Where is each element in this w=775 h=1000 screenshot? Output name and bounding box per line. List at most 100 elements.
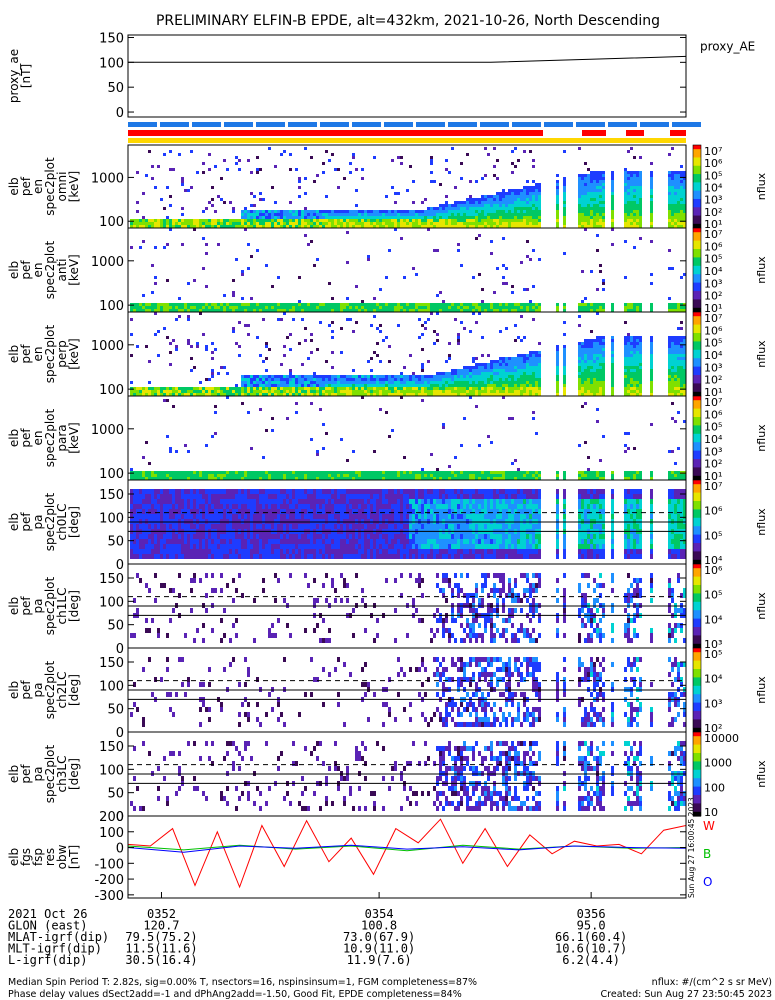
heatmap-cell xyxy=(624,309,627,312)
heatmap-cell xyxy=(538,471,541,474)
heatmap-cell xyxy=(241,387,244,390)
heatmap-cell xyxy=(157,514,160,519)
heatmap-cell xyxy=(253,384,256,387)
heatmap-cell xyxy=(187,219,190,222)
heatmap-cell xyxy=(475,180,478,183)
heatmap-cell xyxy=(355,219,358,222)
heatmap-cell xyxy=(196,494,199,499)
heatmap-cell xyxy=(556,225,559,228)
heatmap-cell xyxy=(151,494,154,499)
heatmap-cell xyxy=(433,375,436,378)
heatmap-cell xyxy=(430,213,433,216)
heatmap-cell xyxy=(382,216,385,219)
heatmap-cell xyxy=(361,219,364,222)
heatmap-cell xyxy=(169,494,172,499)
heatmap-cell xyxy=(172,544,175,549)
heatmap-cell xyxy=(175,544,178,549)
heatmap-cell xyxy=(343,471,346,474)
heatmap-cell xyxy=(478,234,481,237)
heatmap-cell xyxy=(169,534,172,539)
heatmap-cell xyxy=(457,201,460,204)
heatmap-cell xyxy=(322,222,325,225)
heatmap-cell xyxy=(268,384,271,387)
heatmap-cell xyxy=(391,225,394,228)
heatmap-cell xyxy=(388,210,391,213)
heatmap-cell xyxy=(590,210,593,213)
heatmap-cell xyxy=(166,303,169,306)
heatmap-cell xyxy=(187,524,190,529)
status-bar-red xyxy=(626,130,644,136)
heatmap-cell xyxy=(415,381,418,384)
heatmap-cell xyxy=(633,192,636,195)
heatmap-cell xyxy=(304,384,307,387)
heatmap-cell xyxy=(160,499,163,504)
heatmap-cell xyxy=(493,378,496,381)
heatmap-cell xyxy=(484,390,487,393)
heatmap-cell xyxy=(677,381,680,384)
heatmap-cell xyxy=(630,342,633,345)
heatmap-cell xyxy=(406,219,409,222)
heatmap-cell xyxy=(490,210,493,213)
heatmap-cell xyxy=(523,195,526,198)
heatmap-cell xyxy=(259,477,262,480)
heatmap-cell xyxy=(650,474,653,477)
heatmap-cell xyxy=(316,384,319,387)
heatmap-cell xyxy=(139,504,142,509)
heatmap-cell xyxy=(139,222,142,225)
status-bar-blue-segment xyxy=(320,122,349,127)
heatmap-cell xyxy=(671,174,674,177)
heatmap-cell xyxy=(472,381,475,384)
heatmap-cell xyxy=(271,393,274,396)
panel-1-ylabel-line: en xyxy=(31,179,45,194)
heatmap-cell xyxy=(505,210,508,213)
heatmap-cell xyxy=(406,471,409,474)
heatmap-cell xyxy=(535,198,538,201)
heatmap-cell xyxy=(139,534,142,539)
heatmap-cell xyxy=(205,444,208,447)
heatmap-cell xyxy=(154,489,157,494)
heatmap-cell xyxy=(169,387,172,390)
heatmap-cell xyxy=(578,306,581,309)
heatmap-cell xyxy=(277,390,280,393)
heatmap-cell xyxy=(244,216,247,219)
heatmap-cell xyxy=(668,471,671,474)
heatmap-cell xyxy=(421,375,424,378)
heatmap-cell xyxy=(346,318,349,321)
heatmap-cell xyxy=(337,387,340,390)
heatmap-cell xyxy=(244,219,247,222)
heatmap-cell xyxy=(163,504,166,509)
heatmap-cell xyxy=(639,213,642,216)
heatmap-cell xyxy=(639,201,642,204)
heatmap-cell xyxy=(172,504,175,509)
heatmap-cell xyxy=(466,210,469,213)
heatmap-cell xyxy=(286,477,289,480)
heatmap-cell xyxy=(268,387,271,390)
heatmap-cell xyxy=(313,216,316,219)
heatmap-cell xyxy=(587,198,590,201)
heatmap-cell xyxy=(514,360,517,363)
heatmap-cell xyxy=(674,474,677,477)
heatmap-cell xyxy=(427,384,430,387)
heatmap-cell xyxy=(136,171,139,174)
heatmap-cell xyxy=(253,210,256,213)
heatmap-cell xyxy=(382,384,385,387)
heatmap-cell xyxy=(184,444,187,447)
heatmap-cell xyxy=(271,306,274,309)
heatmap-cell xyxy=(633,381,636,384)
heatmap-cell xyxy=(627,216,630,219)
heatmap-cell xyxy=(139,309,142,312)
heatmap-cell xyxy=(175,509,178,514)
heatmap-cell xyxy=(361,378,364,381)
heatmap-cell xyxy=(502,381,505,384)
heatmap-cell xyxy=(487,204,490,207)
heatmap-cell xyxy=(217,303,220,306)
heatmap-cell xyxy=(166,514,169,519)
heatmap-cell xyxy=(508,192,511,195)
heatmap-cell xyxy=(142,539,145,544)
heatmap-cell xyxy=(298,390,301,393)
heatmap-cell xyxy=(490,387,493,390)
heatmap-cell xyxy=(514,213,517,216)
heatmap-cell xyxy=(349,225,352,228)
heatmap-cell xyxy=(590,357,593,360)
heatmap-cell xyxy=(535,183,538,186)
